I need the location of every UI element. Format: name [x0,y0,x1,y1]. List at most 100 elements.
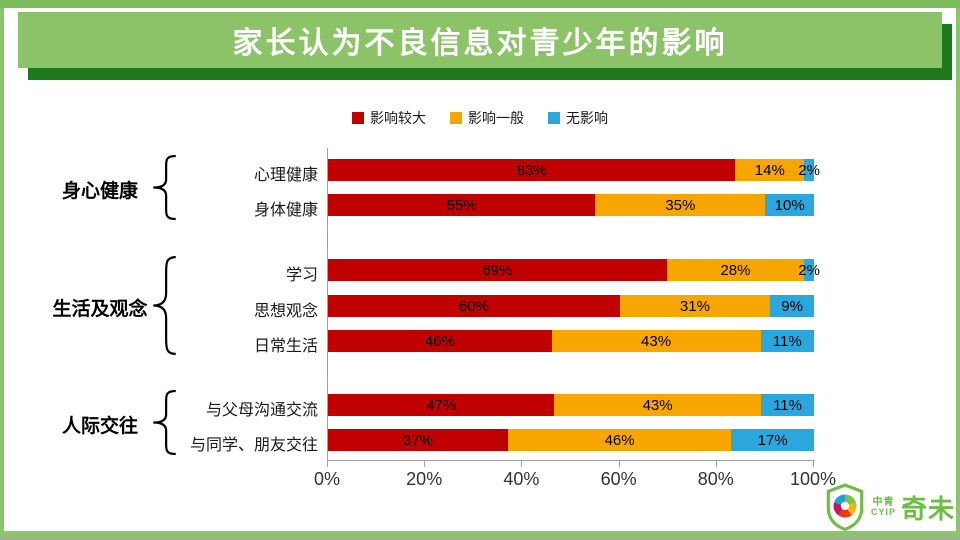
bar-segment-big: 60% [328,295,620,317]
x-axis-tick-label: 20% [406,469,443,489]
brand-logo: 中青 CYIP 奇未 [824,483,955,531]
group-label: 人际交往 [61,415,138,437]
logo-text-cyip: CYIP [871,506,897,517]
frame-top-band [0,0,960,8]
bar-value-label: 10% [774,196,805,214]
x-axis-tick [618,461,620,467]
category-label: 思想观念 [253,303,318,320]
bar-value-label: 9% [781,297,803,315]
bar-segment-none: 17% [731,429,814,451]
bar-segment-none: 11% [761,394,814,416]
legend-item-mid: 影响一般 [450,108,524,128]
bar-segment-big: 83% [328,159,736,181]
x-axis-tick-label: 100% [789,469,837,489]
x-axis-tick-label: 80% [697,469,734,489]
x-axis-tick [715,461,717,467]
bar-segment-none: 11% [760,330,814,352]
bar-row: 47% 43% 11% [328,394,814,416]
legend-label: 影响较大 [370,110,426,126]
bar-row: 60% 31% 9% [328,295,814,317]
legend-label: 无影响 [566,110,608,126]
bar-value-label: 46% [604,431,635,449]
legend-item-none: 无影响 [548,108,608,128]
frame-left-border [0,8,4,535]
title-banner: 家长认为不良信息对青少年的影响 [18,12,942,68]
frame-bottom-edge [0,537,960,540]
bar-value-label: 43% [641,332,672,350]
bar-segment-big: 37% [328,429,508,451]
logo-small-text: 中青 CYIP [871,496,897,517]
shield-pinwheel-icon [826,483,864,531]
bar-value-label: 60% [458,297,489,315]
bar-value-label: 83% [516,161,547,179]
bar-value-label: 55% [446,196,477,214]
frame-bottom-band [0,531,960,537]
x-axis-tick-label: 40% [503,469,540,489]
bar-value-label: 47% [426,396,457,414]
logo-text-zhongqing: 中青 [872,496,895,508]
bar-value-label: 14% [754,161,785,179]
y-axis-line [327,148,328,461]
bar-segment-none: 2% [798,259,820,281]
bar-value-label: 28% [720,261,751,279]
category-label: 身体健康 [253,202,318,219]
group-brace-icon [148,154,180,221]
logo-text-qiwei: 奇未 [901,493,956,524]
frame-right-border [956,8,960,535]
category-label: 学习 [285,267,318,284]
bar-value-label: 2% [798,261,820,279]
group-label: 身心健康 [61,180,138,202]
bar-segment-mid: 14% [735,159,805,181]
bar-segment-big: 55% [328,194,596,216]
bar-segment-none: 9% [770,295,814,317]
x-axis-tick [424,461,426,467]
bar-value-label: 17% [757,431,788,449]
group-brace-icon [148,254,180,357]
x-axis-tick [813,461,814,467]
bar-value-label: 11% [772,332,802,350]
bar-value-label: 46% [424,332,455,350]
bar-value-label: 43% [642,396,673,414]
bar-value-label: 37% [402,431,433,449]
bar-segment-big: 47% [328,394,555,416]
legend-swatch-icon [352,112,364,124]
x-axis-tick [521,461,523,467]
bar-row: 83% 14% 2% [328,159,820,181]
legend-swatch-icon [548,112,560,124]
bar-segment-mid: 31% [619,295,771,317]
legend-item-big: 影响较大 [352,108,426,128]
category-label: 与同学、朋友交往 [189,437,318,454]
category-label: 日常生活 [253,338,318,355]
bar-segment-mid: 43% [554,394,762,416]
bar-value-label: 35% [665,196,696,214]
bar-segment-mid: 35% [595,194,766,216]
x-axis-tick-label: 0% [313,469,340,489]
page-title: 家长认为不良信息对青少年的影响 [232,27,728,60]
category-label: 与父母沟通交流 [205,402,318,419]
x-axis-line [327,460,815,461]
bar-segment-mid: 28% [666,259,805,281]
bar-segment-none: 2% [798,159,820,181]
bar-row: 37% 46% 17% [328,429,814,451]
bar-value-label: 11% [773,396,802,414]
bar-row: 46% 43% 11% [328,330,814,352]
group-brace-icon [148,389,180,456]
group-label: 生活及观念 [52,298,148,320]
bar-segment-none: 10% [765,194,814,216]
bar-value-label: 31% [679,297,710,315]
legend-label: 影响一般 [468,110,524,126]
bar-segment-big: 69% [328,259,667,281]
bar-segment-big: 46% [328,330,552,352]
chart-legend: 影响较大 影响一般 无影响 [0,108,960,128]
x-axis-tick [327,461,328,467]
bar-value-label: 69% [482,261,513,279]
bar-row: 69% 28% 2% [328,259,820,281]
bar-segment-mid: 46% [507,429,732,451]
x-axis-tick-label: 60% [600,469,637,489]
bar-value-label: 2% [798,161,820,179]
category-label: 心理健康 [253,167,318,184]
bar-segment-mid: 43% [551,330,761,352]
bar-row: 55% 35% 10% [328,194,814,216]
legend-swatch-icon [450,112,462,124]
